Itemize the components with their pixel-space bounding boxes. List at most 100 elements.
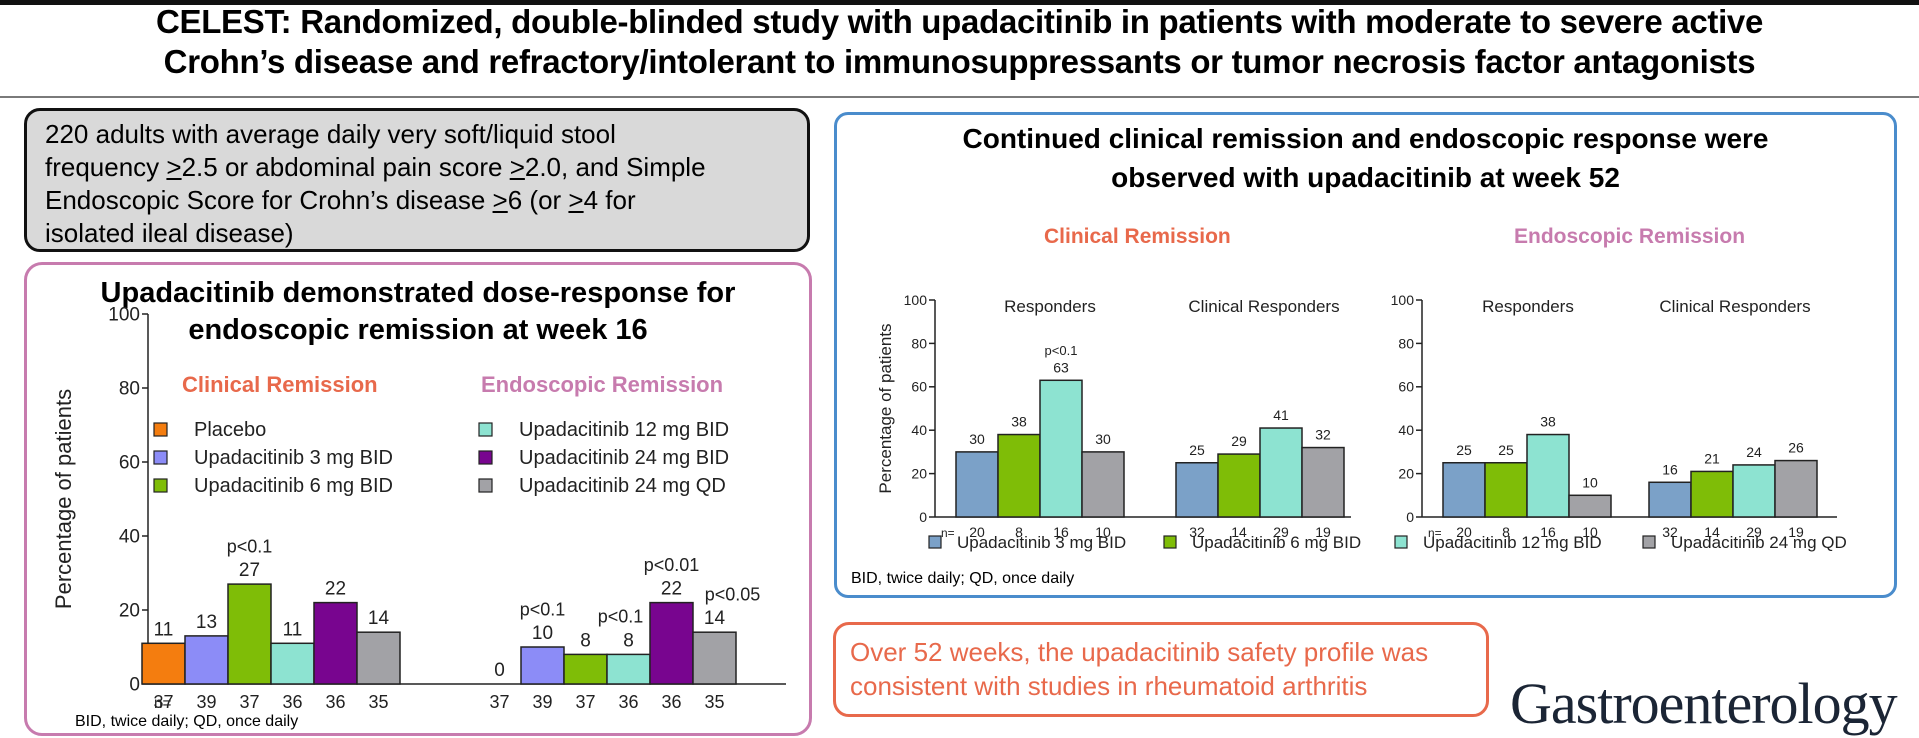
- week52-clinical-pvalue-label: p<0.1: [1045, 343, 1078, 358]
- week52-clinical-n-label: 20: [969, 524, 985, 540]
- week52-clinical-value-label: 63: [1053, 359, 1069, 375]
- week52-panel-title: Continued clinical remission and endosco…: [962, 123, 1769, 193]
- week16-bar: [270, 642, 315, 685]
- week52-clinical-group-title-1: Responders: [1004, 297, 1096, 316]
- week16-footnote: BID, twice daily; QD, once daily: [75, 713, 299, 730]
- week52-endoscopic-bar: [1774, 459, 1818, 518]
- week52-legend-label-2: Upadacitinib 6 mg BID: [1192, 533, 1361, 552]
- week52-clinical-bar: [1301, 446, 1345, 518]
- week52-clinical-n-label: 32: [1189, 524, 1205, 540]
- week52-clinical-value-label: 25: [1189, 442, 1205, 458]
- week16-value-label: 11: [283, 619, 303, 640]
- week16-y-tick-label: 0: [129, 675, 140, 696]
- week52-endoscopic-y-tick-label: 40: [1398, 422, 1414, 438]
- week52-footnote: BID, twice daily; QD, once daily: [851, 570, 1075, 587]
- week16-value-label: 22: [325, 579, 346, 600]
- week16-bar: [692, 631, 737, 685]
- week16-value-label: 27: [239, 560, 260, 581]
- week16-value-label: 0: [494, 660, 505, 681]
- week16-panel-title: Upadacitinib demonstrated dose-response …: [100, 277, 736, 346]
- week52-clinical-y-tick-label: 100: [904, 292, 928, 308]
- week52-clinical-bar: [955, 451, 999, 518]
- week16-y-tick-label: 20: [119, 601, 140, 622]
- week52-endoscopic-bar: [1568, 494, 1612, 518]
- week16-n-label: 35: [704, 692, 724, 712]
- week52-clinical-n-label: 14: [1231, 524, 1247, 540]
- week16-y-tick-label: 80: [119, 379, 140, 400]
- legend-label-6: Upadacitinib 24 mg QD: [519, 475, 726, 497]
- top-bar: [0, 0, 1919, 5]
- week52-clinical-y-tick-label: 20: [911, 466, 927, 482]
- criteria-line-2: frequency >2.5 or abdominal pain score >…: [45, 152, 706, 182]
- week52-endoscopic-bar: [1732, 464, 1776, 518]
- week52-legend-swatch-3: [1394, 535, 1408, 549]
- week52-endoscopic-n-label: 16: [1540, 524, 1556, 540]
- criteria-line-3: Endoscopic Score for Crohn’s disease >6 …: [45, 185, 636, 215]
- week52-clinical-n-label: 19: [1315, 524, 1331, 540]
- week16-bar: [606, 653, 651, 685]
- week52-endoscopic-value-label: 24: [1746, 444, 1762, 460]
- week16-n-label: 37: [575, 692, 595, 712]
- week16-clinical-remission-label: Clinical Remission: [182, 372, 378, 397]
- week52-clinical-value-label: 30: [1095, 431, 1111, 447]
- week52-endoscopic-n-label: 29: [1746, 524, 1762, 540]
- week52-legend-swatch-1: [928, 535, 942, 549]
- week52-endoscopic-bar: [1526, 433, 1570, 518]
- week16-pvalue-label: p<0.1: [520, 599, 566, 619]
- week52-endoscopic-value-label: 16: [1662, 461, 1678, 477]
- legend-swatch-3: [153, 478, 168, 493]
- week16-n-label: 35: [368, 692, 388, 712]
- week52-endoscopic-y-tick-label: 0: [1406, 509, 1414, 525]
- week16-bar: [141, 642, 186, 685]
- main-title-line-1: CELEST: Randomized, double-blinded study…: [155, 3, 1764, 40]
- legend-swatch-5: [478, 450, 493, 465]
- week52-clinical-group-title-2: Clinical Responders: [1188, 297, 1339, 316]
- week16-n-label: 37: [489, 692, 509, 712]
- week16-value-label: 8: [623, 630, 634, 651]
- week16-panel: Upadacitinib demonstrated dose-response …: [24, 262, 812, 736]
- week52-endoscopic-remission-label: Endoscopic Remission: [1514, 225, 1746, 248]
- week16-pvalue-label: p<0.1: [227, 536, 273, 556]
- week52-endoscopic-y-tick-label: 80: [1398, 335, 1414, 351]
- week52-clinical-y-axis-label: Percentage of patients: [876, 323, 895, 493]
- legend-swatch-1: [153, 422, 168, 437]
- week16-value-label: 14: [368, 608, 390, 629]
- week52-endoscopic-y-tick-label: 100: [1391, 292, 1415, 308]
- week52-clinical-n-prefix: n=: [941, 526, 955, 540]
- week16-n-label: 36: [325, 692, 345, 712]
- week16-bar: [356, 631, 401, 685]
- main-title: CELEST: Randomized, double-blinded study…: [0, 2, 1919, 82]
- week16-n-label: 37: [239, 692, 259, 712]
- week52-endoscopic-bar: [1484, 462, 1528, 518]
- main-title-line-2: Crohn’s disease and refractory/intoleran…: [163, 43, 1756, 80]
- week52-endoscopic-n-label: 8: [1502, 524, 1510, 540]
- legend-label-2: Upadacitinib 3 mg BID: [194, 447, 393, 469]
- week52-endoscopic-group-title-2: Clinical Responders: [1659, 297, 1810, 316]
- week16-value-label: 22: [661, 579, 682, 600]
- week16-n-label: 36: [661, 692, 681, 712]
- week52-clinical-value-label: 32: [1315, 427, 1331, 443]
- week16-y-axis-label: Percentage of patients: [51, 389, 76, 609]
- week52-panel: Continued clinical remission and endosco…: [834, 112, 1897, 598]
- week16-pvalue-label: p<0.01: [644, 555, 700, 575]
- week52-clinical-bar: [1175, 462, 1219, 518]
- week52-clinical-y-tick-label: 60: [911, 379, 927, 395]
- week16-y-tick-label: 60: [119, 453, 140, 474]
- legend-swatch-4: [478, 422, 493, 437]
- week52-clinical-bar: [1217, 453, 1261, 518]
- week52-clinical-bar: [1259, 427, 1303, 518]
- week16-n-prefix: n=: [154, 695, 172, 712]
- week16-y-tick-label: 40: [119, 527, 140, 548]
- legend-swatch-2: [153, 450, 168, 465]
- journal-logo: Gastroenterology: [1510, 671, 1898, 736]
- week52-endoscopic-n-label: 19: [1788, 524, 1804, 540]
- week16-bar: [563, 653, 608, 685]
- week16-n-label: 39: [196, 692, 216, 712]
- week52-clinical-n-label: 29: [1273, 524, 1289, 540]
- week16-bar: [520, 646, 565, 685]
- week16-value-label: 14: [704, 608, 726, 629]
- inclusion-criteria-box: 220 adults with average daily very soft/…: [24, 108, 810, 252]
- week52-endoscopic-bar: [1648, 481, 1692, 518]
